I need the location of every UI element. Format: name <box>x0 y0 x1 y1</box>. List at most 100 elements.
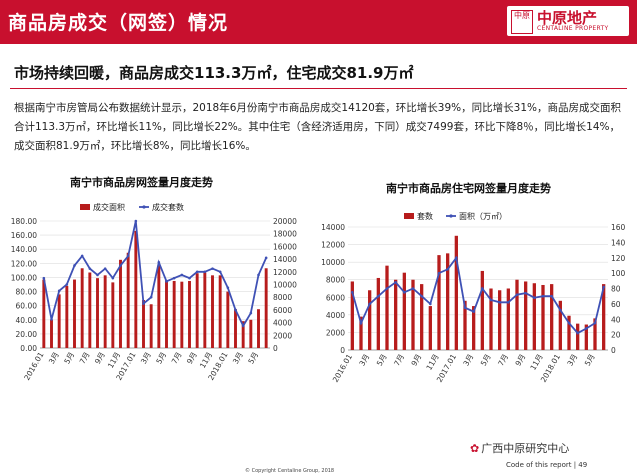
chart1-bar <box>73 279 76 348</box>
chart2-line-point <box>437 271 441 275</box>
chart2-bar <box>515 279 519 350</box>
chart2-bar <box>576 323 580 350</box>
chart1-bar <box>57 294 61 348</box>
chart2-line-point <box>403 291 406 294</box>
chart1-y-right-tick: 12000 <box>273 268 297 277</box>
chart1-bar <box>96 278 99 348</box>
chart2-y-left-tick: 2000 <box>326 328 345 337</box>
chart1-bar <box>211 275 214 348</box>
chart2-x-tick: 3月 <box>357 353 371 368</box>
chart1-line-point <box>218 270 222 274</box>
chart2-y-left-tick: 10000 <box>321 258 345 267</box>
chart2-bar <box>567 315 571 350</box>
page-title: 商品房成交（网签）情况 <box>8 12 229 34</box>
chart1-bar <box>203 272 207 348</box>
chart2-bar <box>463 300 467 350</box>
chart2-line-point <box>411 287 415 290</box>
chart2-x-tick: 11月 <box>528 353 544 372</box>
chart2-line-point <box>498 301 501 304</box>
chart2-line-series <box>351 255 605 335</box>
chart1-x-tick: 5月 <box>62 351 76 366</box>
chart1-bar <box>149 304 153 348</box>
chart1-bar <box>249 319 253 348</box>
chart1-bar <box>157 265 161 348</box>
chart1-title: 南宁市商品房网签量月度走势 <box>70 176 213 189</box>
logo-en: CENTALINE PROPERTY <box>537 25 609 32</box>
chart1-line-point <box>103 267 107 270</box>
chart2-x-tick: 3月 <box>565 353 579 368</box>
chart2-line-point <box>420 294 423 298</box>
chart2-line-point <box>481 287 484 290</box>
chart1-line-point <box>119 264 122 267</box>
chart2-bar <box>359 316 363 350</box>
chart1-legend-line-marker <box>142 205 146 209</box>
chart1-bar <box>80 268 84 348</box>
chart2-line-point <box>541 294 545 298</box>
chart1-y-left-tick: 120.00 <box>11 259 37 268</box>
chart1-line-point <box>96 273 99 277</box>
chart2-bar <box>498 290 502 350</box>
logo-text: 中原地产 <box>537 9 598 27</box>
chart2-bar <box>420 284 424 350</box>
chart2-bar <box>506 288 510 350</box>
chart1-line-point <box>65 283 69 286</box>
chart1-y-left-tick: 140.00 <box>11 245 37 254</box>
chart1-y-left-tick: 0.00 <box>20 344 37 353</box>
chart2-bar <box>524 281 528 350</box>
chart2-x-tick: 2016.01 <box>331 352 354 384</box>
chart2-legend-line-marker <box>449 214 453 218</box>
chart2-line-point <box>602 285 605 289</box>
chart1-y-right-tick: 18000 <box>273 230 297 239</box>
chart2-bar <box>480 270 484 350</box>
chart2-line-point <box>533 296 536 300</box>
chart2-y-left-tick: 12000 <box>321 241 345 250</box>
chart2-line-point <box>576 331 579 335</box>
chart1-bar <box>257 309 260 348</box>
chart1-bar <box>142 300 145 348</box>
chart2-x-tick: 3月 <box>461 353 475 368</box>
chart1-y-left-tick: 40.00 <box>16 316 38 325</box>
chart2-line-point <box>472 310 475 313</box>
chart2-line-point <box>515 293 519 296</box>
chart2-bar <box>541 284 545 350</box>
chart2-x-tick: 5月 <box>479 353 493 368</box>
chart1-bar <box>119 259 122 348</box>
chart1-y-right-tick: 14000 <box>273 255 297 264</box>
chart1-line-point <box>234 308 237 312</box>
chart2-y-right-tick: 120 <box>611 254 626 263</box>
chart1-line-point <box>42 276 46 280</box>
chart2-bar <box>550 284 554 350</box>
chart2-x-tick: 5月 <box>583 353 597 368</box>
chart2-x-tick: 9月 <box>409 353 423 368</box>
chart2-bar <box>385 265 389 350</box>
chart1-y-right-tick: 2000 <box>273 331 292 340</box>
chart2-y-left-tick: 14000 <box>321 223 345 232</box>
chart1-y-right-tick: 16000 <box>273 242 297 251</box>
chart1-line-point <box>211 267 214 270</box>
chart1-legend-line-label: 成交套数 <box>152 202 184 212</box>
headline: 市场持续回暖，商品房成交113.3万㎡，住宅成交81.9万㎡ <box>14 64 414 82</box>
chart2-bar <box>350 281 354 350</box>
chart1-line-point <box>80 254 84 258</box>
chart2-line-point <box>394 281 397 284</box>
chart2-line-point <box>507 301 510 304</box>
chart2-bar <box>593 318 597 350</box>
chart1-bar <box>111 282 115 348</box>
chart1-y-left-tick: 80.00 <box>16 288 38 297</box>
chart1-bar <box>188 280 191 348</box>
chart2-x-tick: 7月 <box>496 353 510 368</box>
chart2-x-tick: 7月 <box>392 353 406 368</box>
report-code: Code of this report | 49 <box>506 461 588 469</box>
chart2-line-point <box>593 321 597 325</box>
chart2-line-point <box>463 306 467 310</box>
chart2-y-right-tick: 80 <box>611 285 621 294</box>
chart1-bar <box>218 275 222 348</box>
divider <box>10 88 627 89</box>
chart1-bar <box>234 309 237 348</box>
chart2-bar <box>394 279 398 350</box>
chart2-bar <box>376 277 380 350</box>
chart2-line-point <box>377 294 380 298</box>
chart1-y-right-tick: 8000 <box>273 293 292 302</box>
chart2-line-point <box>567 321 571 325</box>
chart2-bar <box>411 279 415 350</box>
